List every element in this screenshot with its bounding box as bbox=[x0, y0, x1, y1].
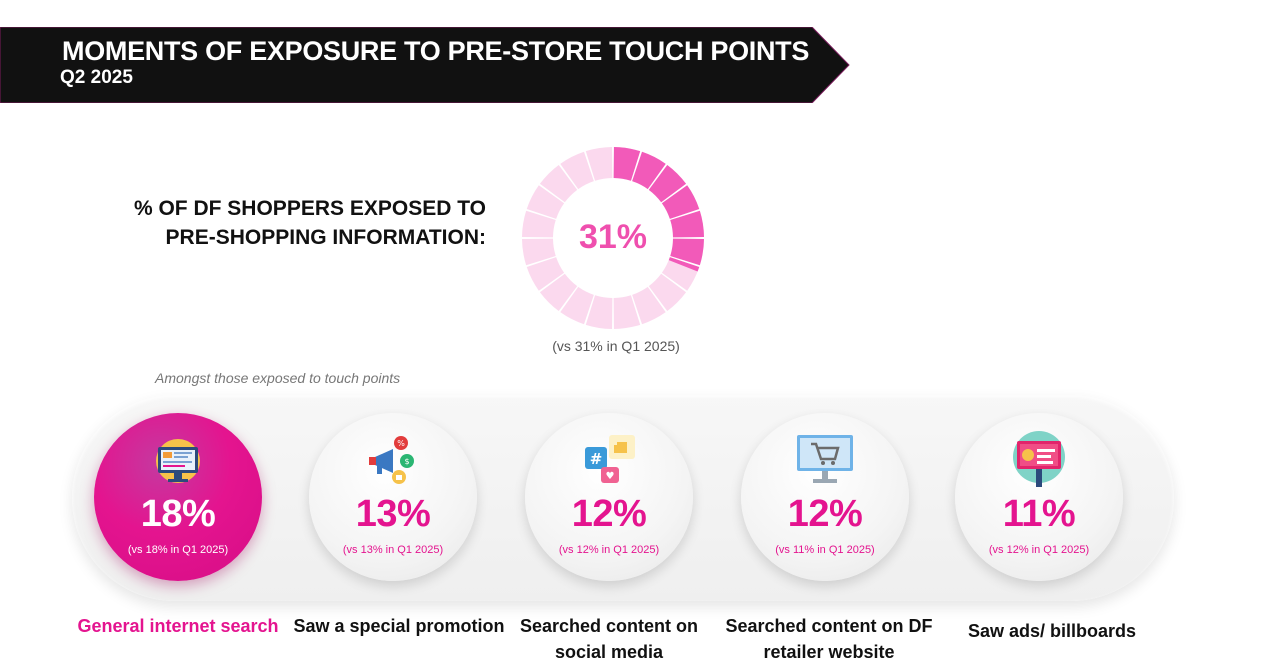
donut-segment-filled bbox=[670, 238, 704, 266]
headline-question: % OF DF SHOPPERS EXPOSED TO PRE-SHOPPING… bbox=[133, 197, 486, 249]
donut-compare: (vs 31% in Q1 2025) bbox=[552, 338, 680, 354]
donut-segment bbox=[613, 295, 641, 329]
donut-segment bbox=[585, 295, 613, 329]
donut-segment-filled bbox=[648, 164, 687, 203]
donut-segment-filled bbox=[668, 257, 700, 272]
donut-value: 31% bbox=[578, 218, 648, 256]
donut-segment bbox=[632, 286, 666, 325]
banner-arrow-shape bbox=[0, 27, 850, 103]
touch-point-card-social-media: # ♥ 12% (vs 12% in Q1 2025) bbox=[525, 413, 693, 581]
touch-point-pct: 11% bbox=[1002, 493, 1076, 535]
touch-point-label: Searched content on DF retailer website bbox=[725, 616, 933, 662]
donut-segment bbox=[526, 257, 565, 291]
social-media-icon: # ♥ bbox=[585, 435, 635, 483]
donut-segment bbox=[522, 238, 556, 266]
touch-point-pct: 12% bbox=[787, 493, 863, 535]
touch-point-card-retailer-website: 12% (vs 11% in Q1 2025) bbox=[741, 413, 909, 581]
touch-point-pct: 12% bbox=[571, 493, 647, 535]
donut-chart bbox=[522, 147, 704, 329]
shopping-cart-monitor-icon bbox=[797, 435, 853, 483]
touch-point-compare: (vs 11% in Q1 2025) bbox=[775, 544, 875, 556]
touch-point-card-billboards: 11% (vs 12% in Q1 2025) bbox=[955, 413, 1123, 581]
page-title: MOMENTS OF EXPOSURE TO PRE-STORE TOUCH P… bbox=[62, 36, 810, 66]
touch-point-label: Saw ads/ billboards bbox=[967, 621, 1137, 641]
page-subtitle: Q2 2025 bbox=[60, 67, 133, 88]
donut-segment bbox=[539, 164, 578, 203]
touch-point-pct: 13% bbox=[355, 493, 431, 535]
header-banner bbox=[0, 27, 850, 103]
svg-text:$: $ bbox=[404, 457, 409, 466]
billboard-icon bbox=[1013, 431, 1065, 487]
touch-point-pct: 18% bbox=[140, 493, 216, 535]
donut-segment bbox=[585, 147, 613, 181]
donut-segment-filled bbox=[613, 147, 641, 181]
touch-point-card-special-promotion: % $ 13% (vs 13% in Q1 2025) bbox=[309, 413, 477, 581]
donut-segment-filled bbox=[670, 210, 704, 238]
svg-text:♥: ♥ bbox=[606, 471, 615, 482]
touch-point-compare: (vs 12% in Q1 2025) bbox=[558, 544, 660, 556]
megaphone-icon: % $ bbox=[369, 436, 414, 484]
computer-icon bbox=[156, 439, 200, 483]
svg-text:#: # bbox=[590, 450, 603, 468]
donut-segment-filled bbox=[661, 185, 700, 219]
donut-segment bbox=[560, 151, 594, 190]
touch-point-label: Saw a special promotion bbox=[293, 616, 505, 636]
base-note: Amongst those exposed to touch points bbox=[155, 370, 401, 386]
donut-segment bbox=[539, 273, 578, 312]
touch-point-compare: (vs 12% in Q1 2025) bbox=[988, 544, 1090, 556]
donut-segment-filled bbox=[632, 151, 666, 190]
donut-segment bbox=[560, 286, 594, 325]
touch-point-compare: (vs 13% in Q1 2025) bbox=[342, 544, 444, 556]
touch-point-label: General internet search bbox=[77, 616, 279, 636]
svg-text:%: % bbox=[397, 439, 405, 448]
donut-segment bbox=[526, 185, 565, 219]
donut-segment bbox=[648, 273, 687, 312]
donut-segment bbox=[522, 210, 556, 238]
touch-point-compare: (vs 18% in Q1 2025) bbox=[127, 544, 229, 556]
touch-point-card-internet-search: 18% (vs 18% in Q1 2025) bbox=[94, 413, 262, 581]
touch-point-label: Searched content on social media bbox=[519, 616, 699, 662]
